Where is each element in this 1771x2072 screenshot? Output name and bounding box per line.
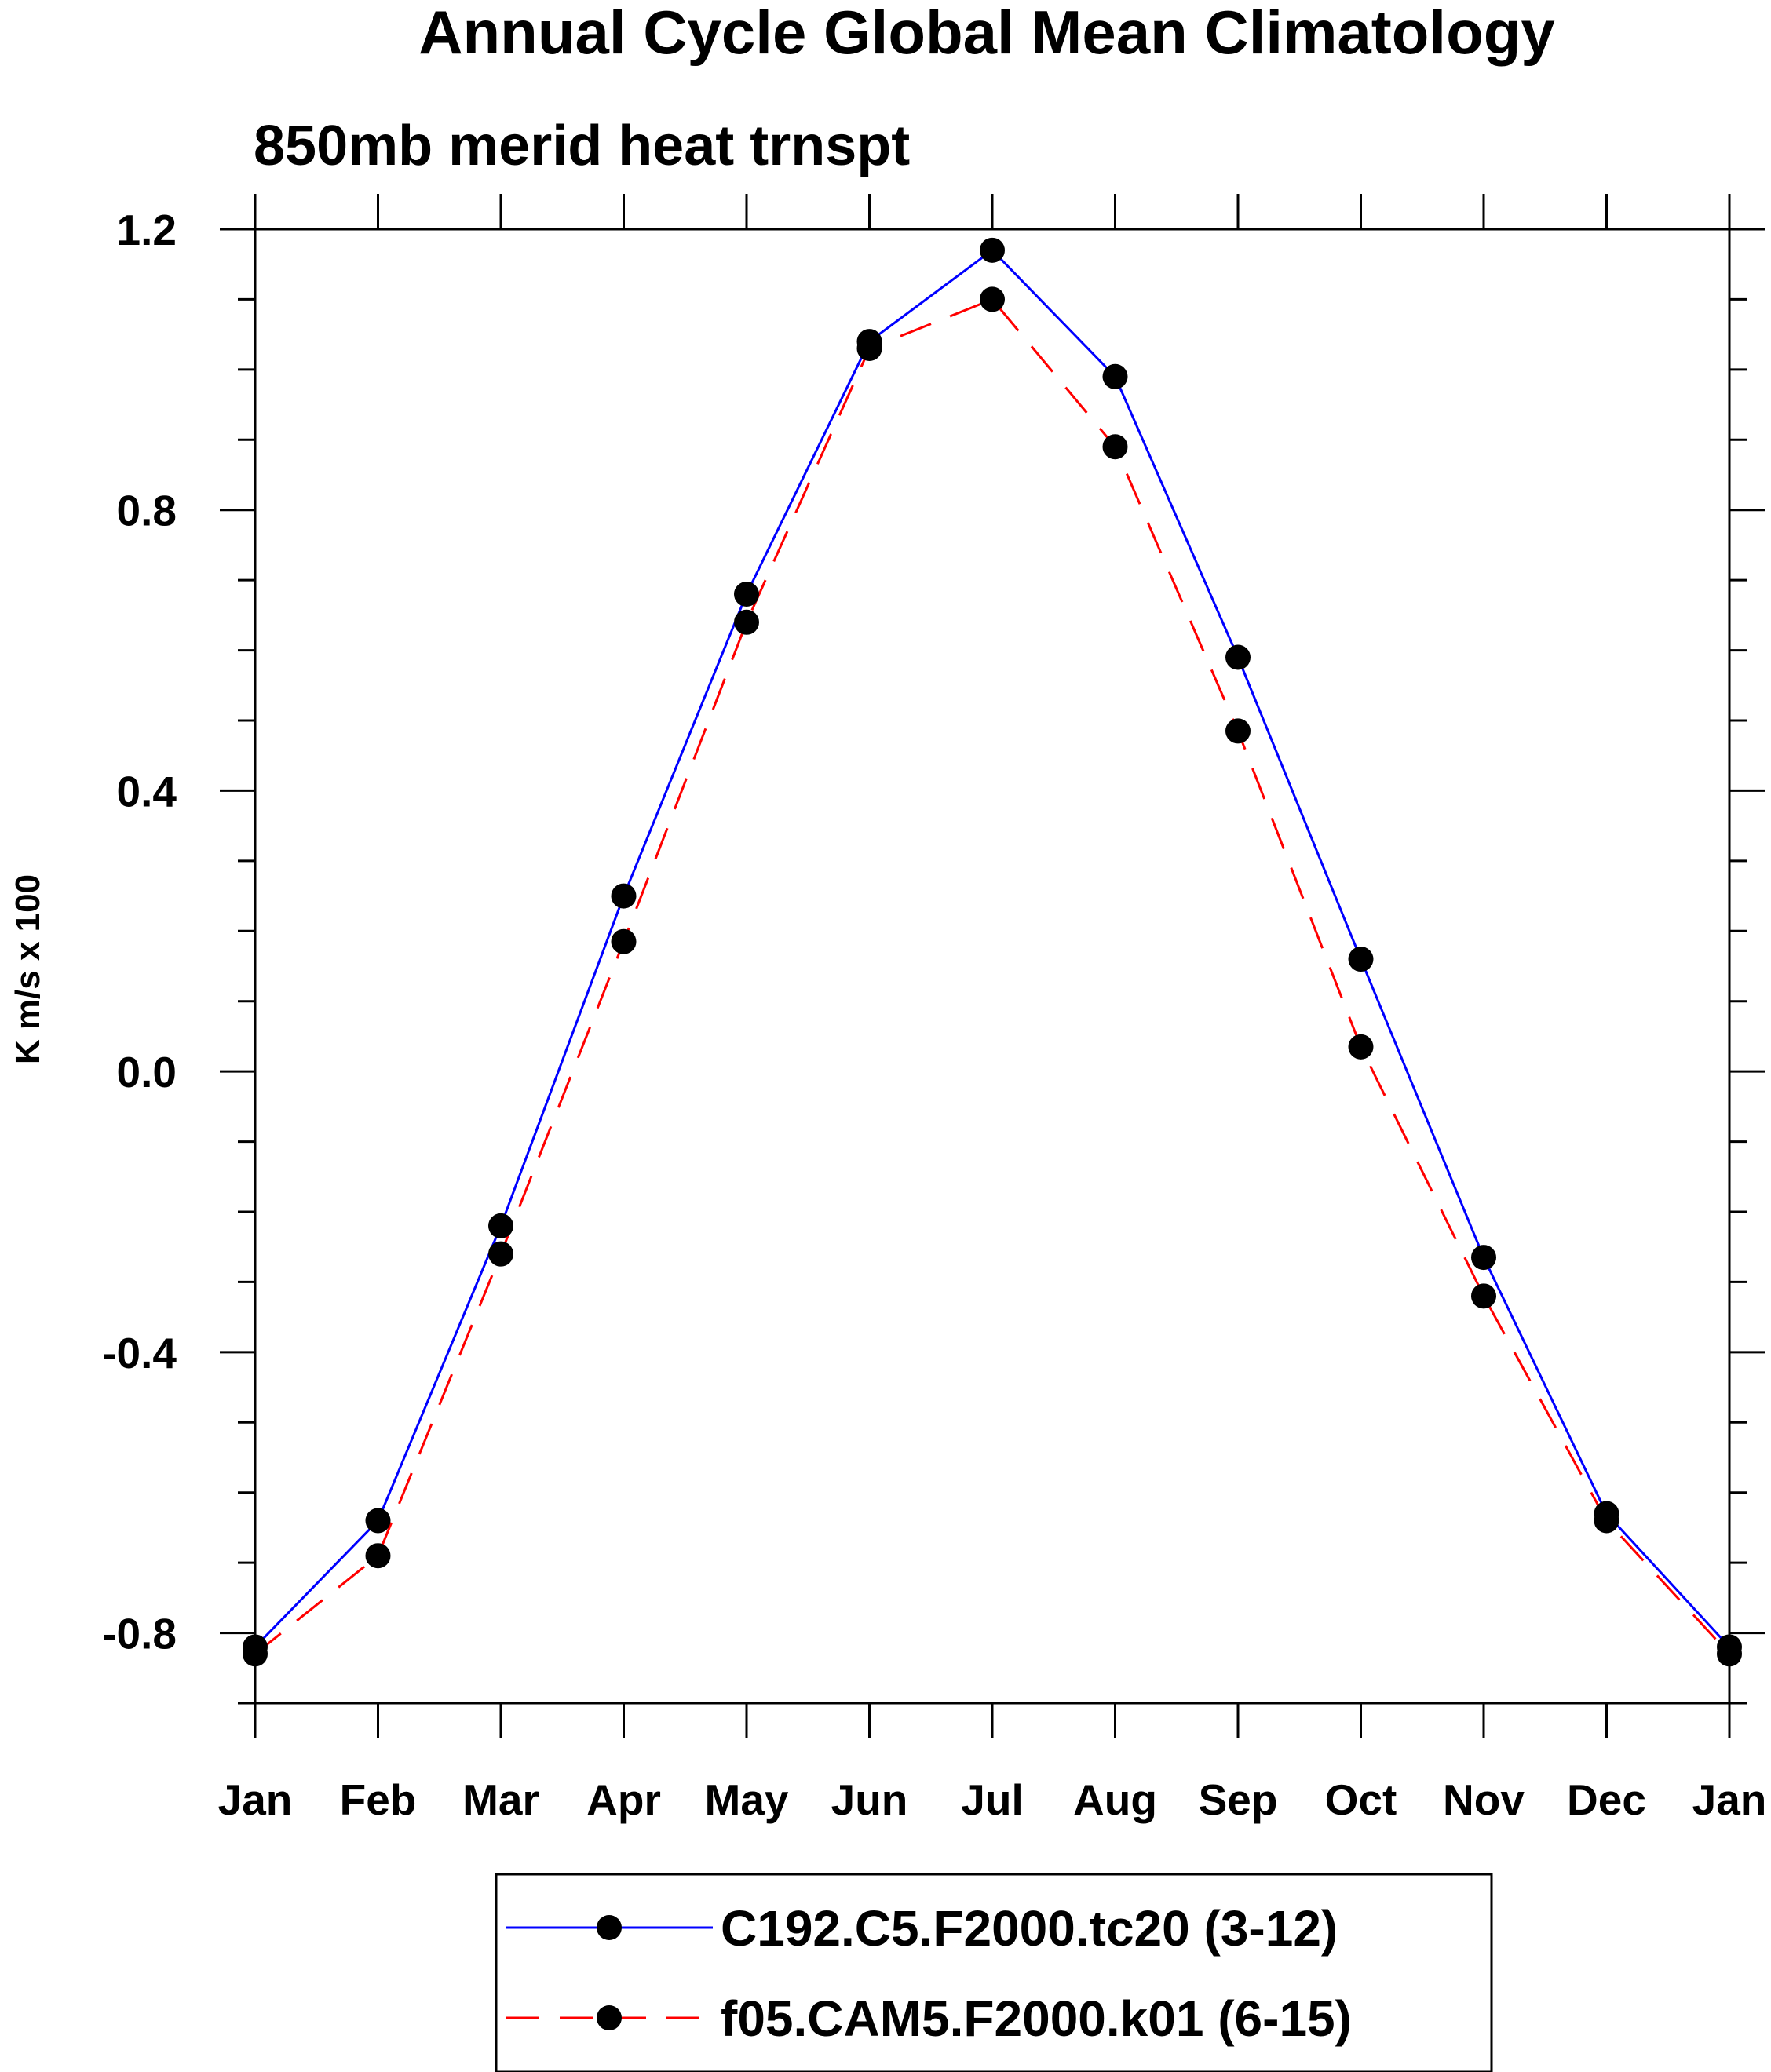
legend-label-series-2: f05.CAM5.F2000.k01 (6-15) [721, 1990, 1352, 2047]
x-tick-label: Aug [1073, 1775, 1157, 1824]
x-tick-label: Apr [586, 1775, 661, 1824]
x-tick-label: Jul [961, 1775, 1023, 1824]
data-point-series-1 [611, 883, 637, 909]
data-point-series-2 [243, 1641, 268, 1667]
data-point-series-2 [488, 1241, 513, 1267]
data-point-series-1 [1471, 1245, 1496, 1271]
x-tick-label: Sep [1199, 1775, 1278, 1824]
series-line-1 [254, 248, 1731, 1648]
x-tick-labels: Jan Feb Mar Apr May Jun Jul Aug Sep Oct Nov Dec Jan [218, 1775, 1767, 1824]
plot-frame [254, 228, 1731, 1705]
x-tick-label: Nov [1443, 1775, 1525, 1824]
data-point-series-2 [856, 336, 882, 362]
data-point-series-2 [1225, 718, 1251, 744]
data-point-series-1 [488, 1213, 513, 1238]
x-tick-label: Feb [340, 1775, 417, 1824]
data-point-series-1 [1102, 363, 1128, 389]
data-point-series-2 [734, 609, 759, 635]
x-tick-label: Dec [1567, 1775, 1646, 1824]
y-tick-label: 0.8 [117, 487, 177, 535]
data-point-series-2 [1717, 1641, 1742, 1667]
legend-marker-series-2 [597, 2005, 622, 2030]
data-point-series-2 [1102, 434, 1128, 460]
y-tick-labels: -0.8 -0.4 0.0 0.4 0.8 1.2 [102, 206, 177, 1658]
chart-subtitle: 850mb merid heat trnspt [254, 115, 910, 177]
data-point-series-2 [1471, 1283, 1496, 1309]
y-tick-label: 0.0 [117, 1048, 177, 1096]
legend: C192.C5.F2000.tc20 (3-12) f05.CAM5.F2000… [495, 1873, 1493, 2072]
data-point-series-1 [365, 1508, 391, 1534]
data-point-series-2 [1594, 1508, 1619, 1534]
y-tick-label: -0.4 [102, 1329, 177, 1377]
y-axis-title: K m/s x 100 [9, 874, 47, 1064]
legend-marker-series-1 [597, 1915, 622, 1940]
y-tick-label: -0.8 [102, 1610, 177, 1658]
x-tick-label: Oct [1325, 1775, 1397, 1824]
legend-box [495, 1873, 1493, 2072]
y-tick-label: 0.4 [117, 767, 177, 815]
x-tick-label: May [705, 1775, 789, 1824]
data-point-series-2 [1348, 1034, 1374, 1060]
series-points [243, 237, 1742, 1667]
data-point-series-1 [1225, 644, 1251, 670]
chart-title: Annual Cycle Global Mean Climatology [418, 0, 1555, 67]
data-point-series-1 [734, 582, 759, 607]
axis-ticks [220, 194, 1765, 1738]
legend-label-series-1: C192.C5.F2000.tc20 (3-12) [721, 1900, 1338, 1957]
data-point-series-2 [365, 1543, 391, 1569]
data-point-series-1 [1348, 947, 1374, 972]
x-tick-label: Jun [831, 1775, 908, 1824]
x-tick-label: Jan [218, 1775, 293, 1824]
data-point-series-1 [980, 237, 1005, 263]
series-line-2 [254, 297, 1731, 1655]
data-point-series-2 [611, 928, 637, 954]
data-point-series-2 [980, 286, 1005, 312]
series-lines [254, 248, 1731, 1655]
y-tick-label: 1.2 [117, 206, 177, 254]
x-tick-label: Jan [1692, 1775, 1767, 1824]
x-tick-label: Mar [462, 1775, 539, 1824]
